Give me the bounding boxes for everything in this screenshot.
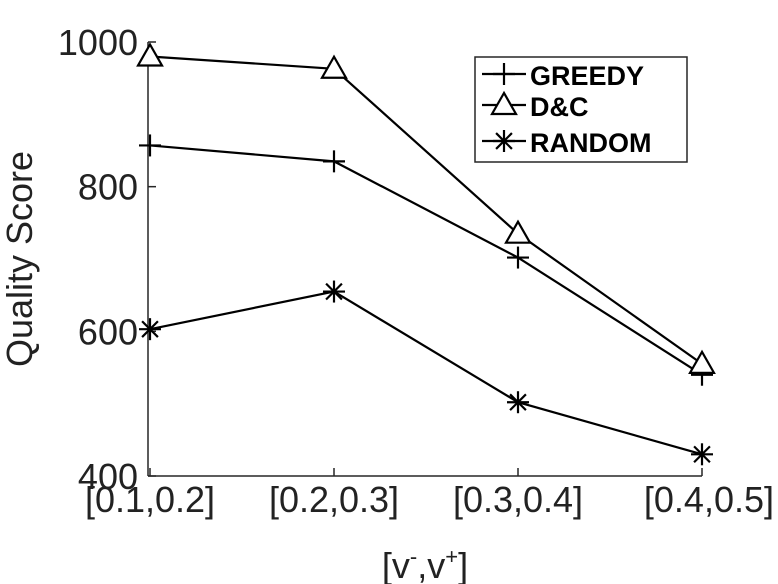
legend-marker-greedy bbox=[482, 63, 526, 85]
legend-label-greedy: GREEDY bbox=[530, 61, 644, 91]
y-tick-label: 600 bbox=[78, 311, 138, 352]
y-tick-label: 1000 bbox=[58, 22, 138, 63]
legend: GREEDY D&C RANDOM bbox=[474, 56, 688, 163]
legend-label-random: RANDOM bbox=[530, 128, 652, 158]
y-axis-ticks: 400 600 800 1000 bbox=[58, 22, 156, 497]
legend-markers bbox=[482, 63, 526, 152]
x-tick-label: [0.1,0.2] bbox=[85, 479, 215, 520]
x-axis-ticks: [0.1,0.2] [0.2,0.3] [0.3,0.4] [0.4,0.5] bbox=[85, 468, 774, 520]
x-axis-label: [v-,v+] bbox=[382, 544, 468, 584]
series-layer bbox=[136, 42, 716, 466]
data-point-greedy bbox=[507, 246, 529, 269]
legend-label-dc: D&C bbox=[530, 92, 589, 122]
data-point-greedy bbox=[323, 150, 345, 173]
series-line-random bbox=[149, 290, 703, 456]
data-point-d-c bbox=[688, 349, 716, 374]
x-axis-label-sup1: - bbox=[410, 544, 417, 569]
x-axis-label-sup2: + bbox=[445, 544, 458, 569]
legend-symbol-d-c bbox=[490, 90, 518, 116]
data-point-d-c bbox=[320, 54, 348, 79]
x-axis-label-end: ] bbox=[458, 545, 468, 584]
legend-marker-d-c bbox=[482, 90, 526, 116]
series-line-d-c bbox=[149, 55, 703, 365]
data-point-random bbox=[139, 318, 161, 341]
y-axis-label: Quality Score bbox=[0, 151, 40, 367]
x-tick-label: [0.2,0.3] bbox=[269, 479, 399, 520]
legend-marker-random bbox=[482, 130, 526, 152]
data-point-random bbox=[323, 280, 345, 303]
x-tick-label: [0.4,0.5] bbox=[644, 479, 774, 520]
legend-symbol-greedy bbox=[493, 63, 515, 85]
y-tick-label: 800 bbox=[78, 167, 138, 208]
x-axis-label-mid: ,v bbox=[417, 545, 445, 584]
data-point-random bbox=[691, 443, 713, 466]
legend-symbol-random bbox=[493, 130, 515, 152]
x-axis-label-base: [v bbox=[382, 545, 410, 584]
data-point-d-c bbox=[136, 42, 164, 67]
y-tick-label: 400 bbox=[78, 456, 138, 497]
data-point-random bbox=[507, 391, 529, 414]
x-tick-label: [0.3,0.4] bbox=[453, 479, 583, 520]
data-point-greedy bbox=[139, 134, 161, 157]
data-point-d-c bbox=[504, 219, 532, 244]
series-line-greedy bbox=[149, 144, 703, 376]
